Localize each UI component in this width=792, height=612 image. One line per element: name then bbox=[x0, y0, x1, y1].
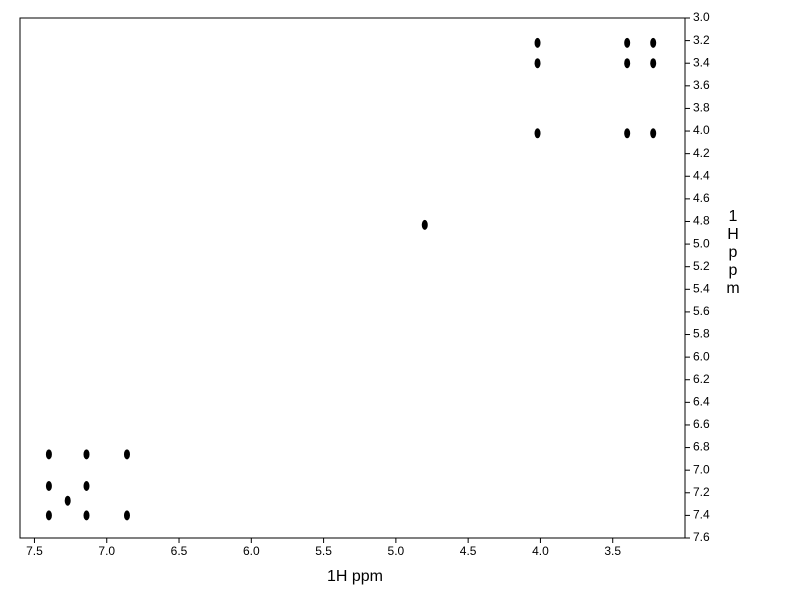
y-tick-label: 4.8 bbox=[693, 214, 710, 228]
x-tick-label: 4.5 bbox=[460, 544, 477, 558]
peak bbox=[650, 37, 657, 48]
y-tick-label: 3.6 bbox=[693, 78, 710, 92]
y-tick-label: 5.8 bbox=[693, 327, 710, 341]
y-tick-label: 4.2 bbox=[693, 146, 710, 160]
peak bbox=[83, 481, 90, 491]
x-axis-label: 1H ppm bbox=[327, 568, 383, 585]
peak bbox=[64, 495, 71, 506]
peak bbox=[534, 58, 541, 69]
peak bbox=[123, 510, 130, 521]
y-tick-label: 7.6 bbox=[693, 530, 710, 544]
peak bbox=[650, 128, 657, 139]
peak bbox=[45, 449, 52, 460]
peak bbox=[624, 37, 631, 48]
peak bbox=[650, 58, 657, 69]
x-tick-label: 5.5 bbox=[315, 544, 332, 558]
y-tick-label: 5.4 bbox=[693, 281, 710, 295]
x-tick-label: 5.0 bbox=[388, 544, 405, 558]
peak bbox=[45, 510, 52, 521]
y-tick-label: 6.8 bbox=[693, 440, 710, 454]
y-tick-label: 6.2 bbox=[693, 372, 710, 386]
y-tick-label: 3.8 bbox=[693, 101, 710, 115]
y-axis-label: 1H ppm bbox=[726, 208, 740, 297]
x-tick-label: 4.0 bbox=[532, 544, 549, 558]
y-tick-label: 4.0 bbox=[693, 123, 710, 137]
x-tick-label: 6.5 bbox=[171, 544, 188, 558]
y-tick-label: 4.6 bbox=[693, 191, 710, 205]
y-tick-label: 3.4 bbox=[693, 55, 710, 69]
y-tick-label: 6.6 bbox=[693, 417, 710, 431]
peak bbox=[83, 449, 90, 460]
y-tick-label: 7.4 bbox=[693, 508, 710, 522]
y-tick-label: 6.4 bbox=[693, 395, 710, 409]
peak bbox=[624, 58, 631, 69]
peak bbox=[534, 128, 541, 139]
y-tick-label: 7.0 bbox=[693, 462, 710, 476]
y-tick-label: 6.0 bbox=[693, 349, 710, 363]
y-tick-label: 5.0 bbox=[693, 236, 710, 250]
plot-frame bbox=[19, 17, 686, 539]
peak bbox=[534, 37, 541, 48]
peak bbox=[83, 510, 90, 521]
y-tick-label: 7.2 bbox=[693, 485, 710, 499]
x-tick-label: 3.5 bbox=[604, 544, 621, 558]
x-tick-label: 7.0 bbox=[98, 544, 115, 558]
x-tick-label: 6.0 bbox=[243, 544, 260, 558]
peak bbox=[45, 481, 52, 491]
peak bbox=[624, 128, 631, 139]
y-tick-label: 3.0 bbox=[693, 10, 710, 24]
peak bbox=[421, 219, 428, 230]
y-tick-label: 5.2 bbox=[693, 259, 710, 273]
y-tick-label: 5.6 bbox=[693, 304, 710, 318]
y-tick-label: 4.4 bbox=[693, 168, 710, 182]
x-tick-label: 7.5 bbox=[26, 544, 43, 558]
peak bbox=[123, 449, 130, 460]
y-tick-label: 3.2 bbox=[693, 33, 710, 47]
